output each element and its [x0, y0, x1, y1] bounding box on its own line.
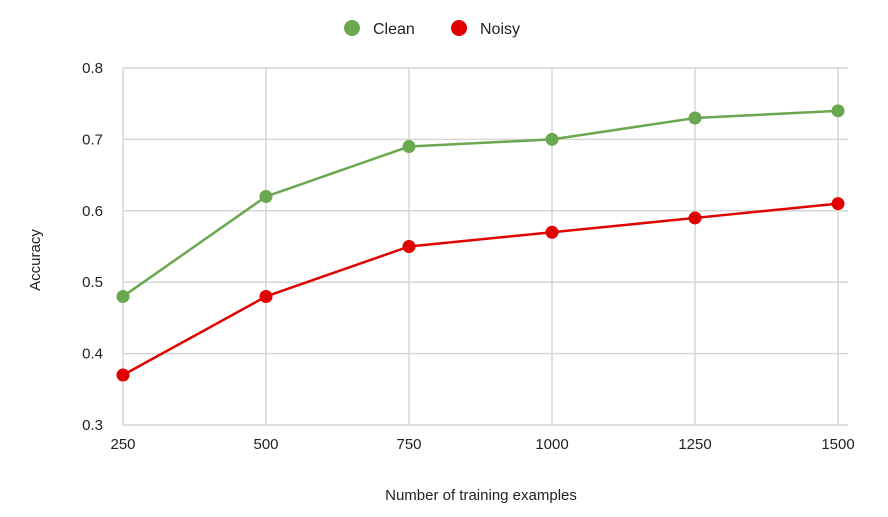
legend: Clean Noisy	[344, 20, 520, 38]
data-point-noisy	[402, 240, 416, 253]
gridlines	[122, 67, 848, 426]
data-point-noisy	[259, 289, 273, 303]
x-tick-label: 1000	[535, 436, 568, 453]
y-tick-label: 0.5	[82, 274, 103, 291]
legend-item-noisy: Noisy	[451, 20, 520, 38]
y-tick-label: 0.3	[82, 417, 103, 434]
x-tick-label: 250	[110, 436, 135, 453]
data-point-clean	[259, 190, 273, 204]
data-point-noisy	[688, 211, 702, 225]
x-axis-title: Number of training examples	[385, 487, 577, 504]
data-point-noisy	[831, 197, 845, 211]
series-line-noisy	[122, 202, 839, 377]
x-axis-ticks: 250 500 750 1000 1250 1500	[110, 436, 854, 453]
series-group	[116, 104, 845, 382]
x-tick-label: 1250	[678, 436, 711, 453]
data-point-clean	[831, 104, 845, 118]
y-tick-label: 0.4	[82, 346, 103, 363]
x-tick-label: 750	[396, 436, 421, 453]
x-tick-label: 1500	[821, 436, 854, 453]
data-point-clean	[688, 111, 702, 125]
y-tick-label: 0.6	[82, 203, 103, 220]
legend-item-clean: Clean	[344, 20, 415, 38]
data-point-clean	[116, 289, 130, 303]
x-tick-label: 500	[253, 436, 278, 453]
data-point-clean	[402, 140, 416, 154]
data-point-clean	[545, 132, 559, 146]
data-point-noisy	[116, 368, 130, 382]
y-axis-ticks: 0.3 0.4 0.5 0.6 0.7 0.8	[82, 60, 103, 434]
legend-marker-noisy	[451, 20, 467, 36]
y-tick-label: 0.7	[82, 131, 103, 148]
series-line-clean	[122, 109, 839, 298]
y-axis-title: Accuracy	[27, 229, 44, 291]
legend-label-noisy: Noisy	[480, 21, 520, 38]
legend-label-clean: Clean	[373, 21, 415, 38]
legend-marker-clean	[344, 20, 360, 36]
data-point-noisy	[545, 225, 559, 239]
y-tick-label: 0.8	[82, 60, 103, 77]
